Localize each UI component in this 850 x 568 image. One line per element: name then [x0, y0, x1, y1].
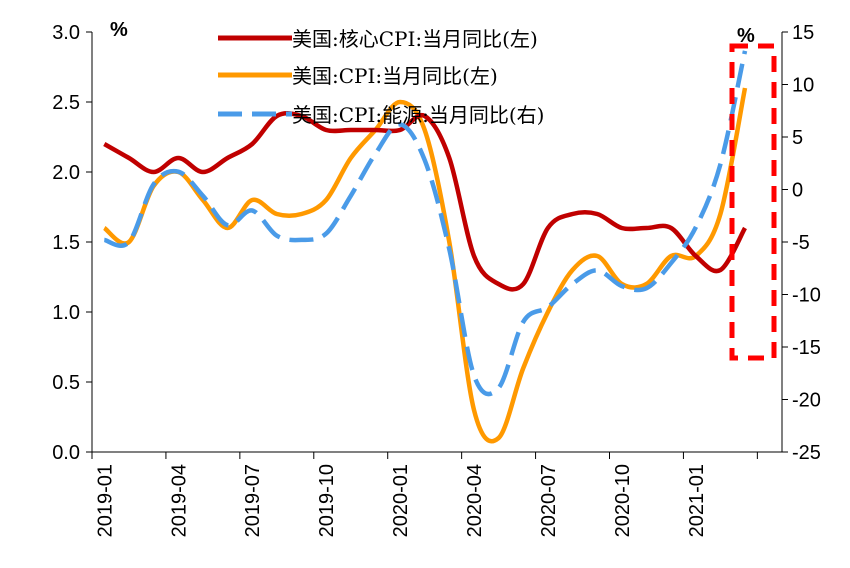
left-tick-label: 0.0 — [52, 442, 80, 464]
right-tick-label: -15 — [792, 337, 821, 359]
series-lines — [102, 50, 748, 444]
legend-label-1: 美国:CPI:当月同比(左) — [292, 64, 498, 88]
series-line-0 — [103, 111, 747, 292]
right-tick-label: -20 — [792, 390, 821, 412]
right-tick-label: 10 — [792, 75, 814, 97]
right-tick-label: 0 — [792, 180, 803, 202]
right-tick-label: -25 — [792, 442, 821, 464]
x-tick-label: 2020-10 — [612, 464, 634, 537]
x-tick-label: 2019-07 — [242, 464, 264, 537]
x-tick-label: 2020-07 — [538, 464, 560, 537]
legend: 美国:核心CPI:当月同比(左) 美国:CPI:当月同比(左) 美国:CPI:能源:… — [218, 27, 544, 127]
legend-label-2: 美国:CPI:能源:当月同比(右) — [292, 103, 544, 127]
x-tick-label: 2019-01 — [94, 464, 116, 537]
left-tick-label: 3.0 — [52, 22, 80, 44]
left-axis-unit: % — [110, 19, 128, 41]
left-tick-label: 2.5 — [52, 92, 80, 114]
series-line-1 — [102, 87, 748, 444]
highlight-rect — [729, 43, 777, 361]
left-tick-label: 1.0 — [52, 302, 80, 324]
right-tick-label: -10 — [792, 285, 821, 307]
x-tick-label: 2020-04 — [464, 464, 486, 537]
legend-label-0: 美国:核心CPI:当月同比(左) — [292, 27, 538, 51]
highlight-box — [729, 43, 777, 361]
left-tick-label: 0.5 — [52, 372, 80, 394]
right-tick-label: 15 — [792, 22, 814, 44]
series-line-2 — [103, 50, 748, 397]
left-tick-label: 2.0 — [52, 162, 80, 184]
right-tick-label: 5 — [792, 127, 803, 149]
left-tick-label: 1.5 — [52, 232, 80, 254]
x-tick-label: 2020-01 — [390, 464, 412, 537]
x-tick-label: 2021-01 — [686, 464, 708, 537]
right-tick-label: -5 — [792, 232, 810, 254]
right-axis-unit: % — [737, 25, 755, 47]
axes: 0.0 0.5 1.0 1.5 2.0 2.5 3.0 -25 -20 -15 -10 -5 0 5 10 1… — [52, 19, 821, 537]
x-tick-label: 2019-10 — [316, 464, 338, 537]
x-tick-label: 2019-04 — [168, 464, 190, 537]
